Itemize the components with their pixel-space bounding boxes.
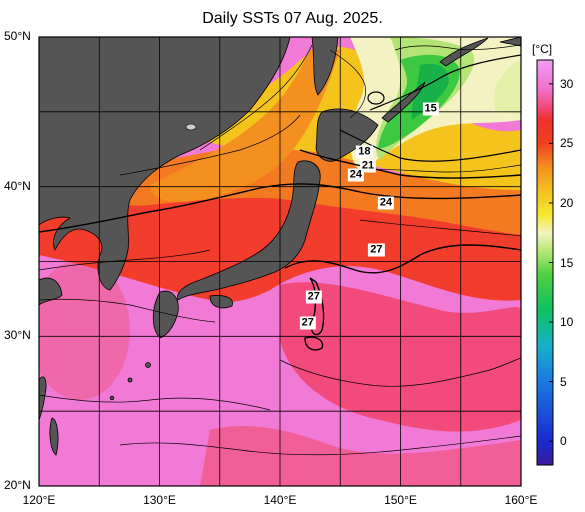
lon-label: 160°E [504,493,538,507]
isotherm-27-loop-b [304,336,324,351]
colorbar-ticks [549,83,553,442]
sea-far-east [493,60,521,115]
land-shikoku [209,295,233,309]
isotherm-23 [119,114,301,176]
isotherm-20b [359,164,521,173]
colorbar-tick-label: 5 [560,374,567,389]
colorbar-tick-label: 10 [560,315,574,330]
isotherm-26 [39,249,211,271]
lake-khanka [185,123,197,131]
isotherm-20 [329,49,366,119]
isotherm-15 [369,54,521,111]
isotherm-18 [339,129,521,162]
contour-label: 15 [422,102,439,116]
land [39,37,521,456]
land-china-coast [39,277,63,306]
lat-label: 30°N [4,328,31,343]
sea-japan [150,50,340,202]
graticule [39,37,521,486]
land-taiwan [49,417,59,456]
colorbar-tick-label: 30 [560,76,574,91]
lon-label: 150°E [384,493,417,507]
lat-label: 40°N [4,178,31,193]
colorbar-unit: [°C] [532,42,553,56]
isotherm-25 [359,219,521,237]
lon-label: 140°E [263,493,297,507]
land-honshu [177,160,321,301]
land-ryukyu-3 [109,395,115,401]
map-frame [38,36,522,487]
isotherm-eddy [367,91,385,105]
isotherm-24 [39,183,521,233]
contour-label: 27 [299,316,316,330]
colorbar-tick-label: 25 [560,136,574,151]
land-asia-mainland [39,37,291,291]
isotherm-29 [39,394,271,411]
contour-label: 18 [356,145,373,159]
isotherms [39,44,521,456]
colorbar-tick-label: 15 [560,255,574,270]
isotherm-29-south [119,435,521,456]
land-sakhalin [311,37,339,96]
isotherm-13 [394,44,521,51]
lon-label: 130°E [143,493,176,507]
lon-label: 120°E [22,493,56,507]
land-kamchatka-tip [499,37,521,47]
map-title: Daily SSTs 07 Aug. 2025. [202,10,383,27]
colorbar-tick-label: 0 [560,434,567,449]
contour-label: 27 [305,290,322,304]
isotherm-21 [299,149,521,179]
lat-label: 50°N [4,29,31,43]
isotherm-28-east [279,357,521,387]
land-ryukyu-2 [127,377,133,383]
contour-label: 27 [368,243,385,257]
colorbar-tick-label: 20 [560,195,574,210]
isotherm-28-west [39,298,216,323]
land-ryukyu-1 [145,362,151,368]
land-kurils-north [439,37,489,67]
contour-label: 24 [347,168,365,182]
contour-label: 24 [377,196,395,210]
lat-label: 20°N [4,478,31,492]
isotherm-22 [199,44,313,151]
